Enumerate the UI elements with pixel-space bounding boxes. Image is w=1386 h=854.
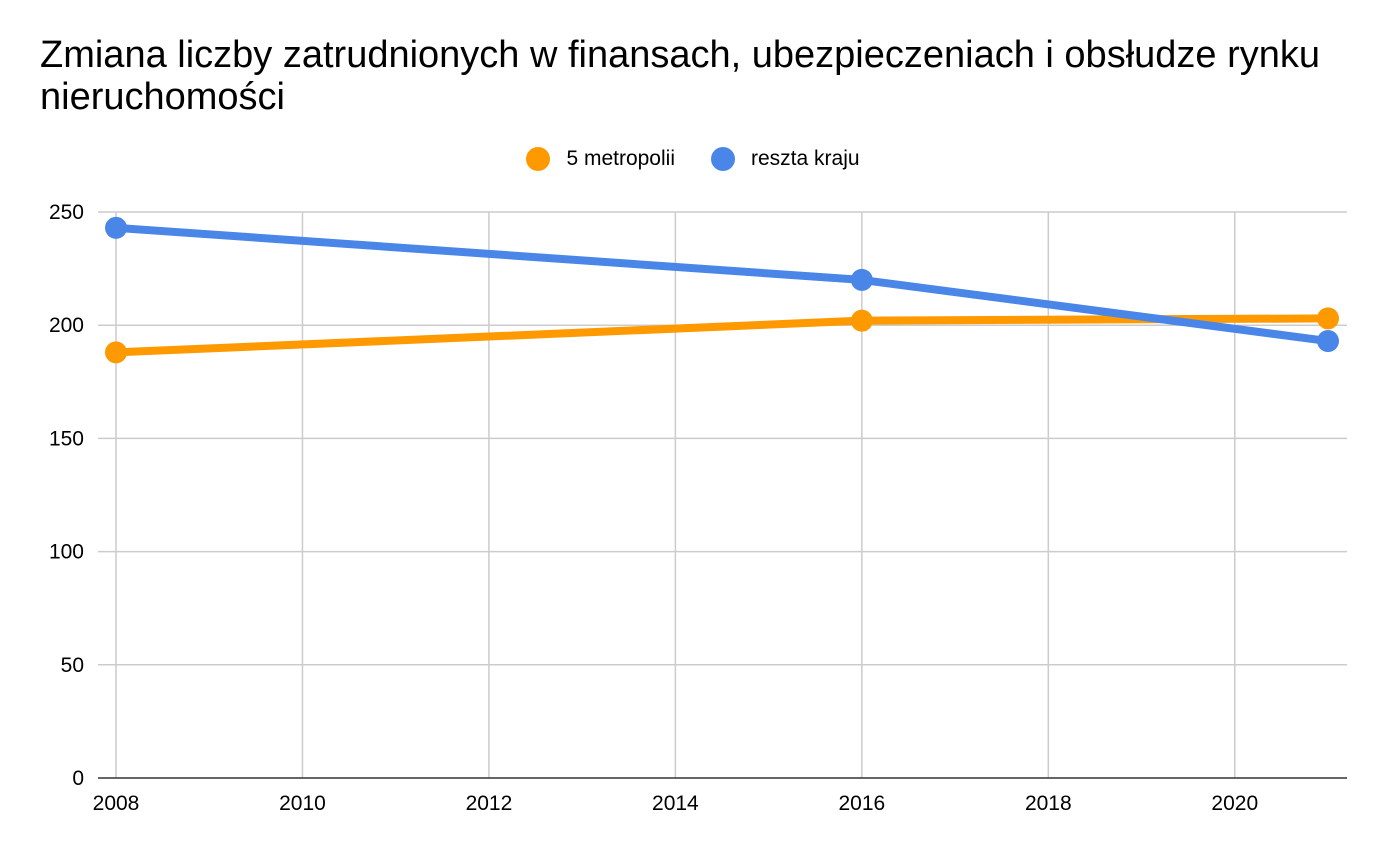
data-point-1-0 xyxy=(105,216,127,239)
y-tick-label: 100 xyxy=(49,541,84,564)
x-tick-label: 2016 xyxy=(838,792,885,815)
y-tick-label: 200 xyxy=(49,314,84,337)
legend-label-reszta-kraju: reszta kraju xyxy=(751,147,860,170)
legend-label-5-metropolii: 5 metropolii xyxy=(566,147,675,170)
axis-labels: 0 50 100 150 200 250 2008 2010 2012 2014 2016 2018 2… xyxy=(49,201,1258,815)
data-point-0-2 xyxy=(1317,307,1339,330)
chart-legend: 5 metropolii reszta kraju xyxy=(0,142,1386,176)
legend-swatch-reszta-kraju xyxy=(711,147,735,171)
y-tick-label: 150 xyxy=(49,427,84,450)
x-tick-label: 2014 xyxy=(652,792,699,815)
data-point-1-1 xyxy=(850,268,873,291)
chart-title: Zmiana liczby zatrudnionych w finansach,… xyxy=(40,34,1321,118)
y-tick-label: 0 xyxy=(72,767,84,790)
x-tick-label: 2012 xyxy=(466,792,513,815)
data-point-0-0 xyxy=(105,341,127,364)
data-point-1-2 xyxy=(1317,330,1339,353)
series-line-0 xyxy=(112,314,1332,357)
series xyxy=(105,216,1339,364)
y-tick-label: 250 xyxy=(49,201,84,224)
x-tick-label: 2008 xyxy=(93,792,140,815)
legend-swatch-5-metropolii xyxy=(526,147,551,171)
grid xyxy=(98,211,1347,779)
y-tick-label: 50 xyxy=(61,654,84,677)
x-tick-label: 2018 xyxy=(1025,792,1072,815)
x-tick-label: 2010 xyxy=(279,792,326,815)
x-tick-label: 2020 xyxy=(1211,792,1258,815)
data-point-0-1 xyxy=(850,309,873,332)
legend-item-reszta-kraju: reszta kraju xyxy=(711,147,860,171)
legend-item-5-metropolii: 5 metropolii xyxy=(526,147,675,171)
